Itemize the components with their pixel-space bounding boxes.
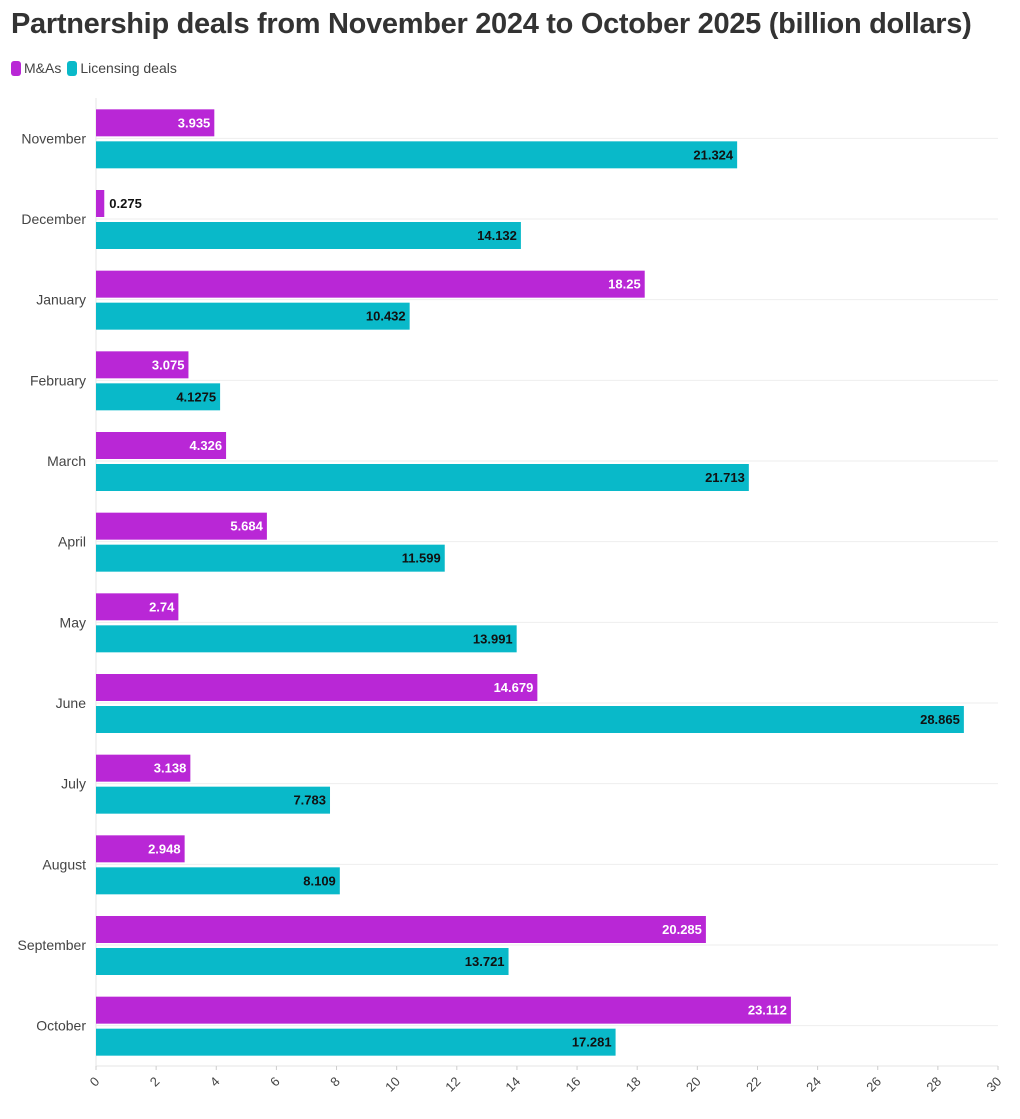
legend-label-licensing: Licensing deals — [80, 60, 177, 76]
x-tick-label: 18 — [623, 1074, 644, 1095]
data-label: 7.783 — [293, 793, 326, 808]
data-label: 13.991 — [473, 631, 513, 646]
bar-mas — [96, 270, 645, 298]
x-tick-label: 10 — [382, 1074, 403, 1095]
x-tick-label: 16 — [563, 1074, 584, 1095]
bar-licensing — [96, 706, 964, 733]
bar-licensing — [96, 544, 445, 572]
bar-licensing — [96, 1028, 616, 1056]
x-tick-label: 14 — [502, 1074, 523, 1095]
data-label: 2.948 — [148, 841, 181, 856]
legend-item-mas[interactable]: M&As — [11, 60, 61, 76]
bar-licensing — [96, 302, 410, 330]
bar-mas — [96, 674, 538, 701]
category-label: August — [42, 856, 86, 872]
data-label: 8.109 — [303, 873, 336, 888]
x-tick-label: 28 — [923, 1074, 944, 1095]
data-label: 17.281 — [572, 1035, 612, 1050]
data-label: 21.324 — [693, 147, 734, 162]
bar-mas — [96, 835, 185, 863]
data-label: 28.865 — [920, 712, 960, 727]
data-label: 3.935 — [178, 115, 211, 130]
legend-swatch-licensing — [67, 60, 78, 76]
data-label: 18.25 — [608, 277, 641, 292]
data-label: 10.432 — [366, 309, 406, 324]
x-tick-label: 24 — [803, 1074, 824, 1095]
data-label: 3.075 — [152, 357, 185, 372]
category-label: May — [60, 614, 86, 630]
category-label: July — [61, 776, 86, 792]
category-label: June — [56, 695, 87, 711]
data-label: 3.138 — [154, 761, 187, 776]
data-label: 21.713 — [705, 470, 745, 485]
x-tick-label: 20 — [683, 1074, 704, 1095]
data-label: 4.1275 — [176, 389, 216, 404]
bar-licensing — [96, 867, 340, 895]
category-label: April — [58, 534, 86, 550]
x-tick-label: 0 — [87, 1074, 103, 1090]
data-label: 11.599 — [402, 551, 441, 566]
legend-swatch-mas — [11, 60, 21, 76]
bar-mas — [96, 593, 179, 621]
bar-mas — [96, 109, 215, 137]
x-tick-label: 12 — [442, 1074, 463, 1095]
bar-licensing — [96, 464, 749, 491]
data-label: 23.112 — [748, 1003, 787, 1018]
bar-licensing — [96, 625, 517, 653]
x-tick-label: 8 — [327, 1074, 343, 1090]
bar-licensing — [96, 222, 521, 249]
bar-mas — [96, 512, 267, 540]
category-label: October — [36, 1018, 86, 1034]
legend-item-licensing[interactable]: Licensing deals — [67, 60, 177, 76]
data-label: 20.285 — [662, 922, 702, 937]
category-label: September — [18, 937, 87, 953]
bar-licensing — [96, 141, 738, 169]
category-label: March — [47, 453, 86, 469]
x-tick-label: 30 — [984, 1074, 1005, 1095]
data-label: 5.684 — [230, 519, 263, 534]
bar-mas — [96, 996, 791, 1024]
data-label: 14.679 — [494, 680, 534, 695]
legend-label-mas: M&As — [24, 60, 62, 76]
category-label: January — [36, 292, 86, 308]
bar-licensing — [96, 948, 509, 975]
x-tick-label: 22 — [743, 1074, 764, 1095]
x-tick-label: 2 — [147, 1074, 163, 1090]
bar-mas — [96, 351, 189, 379]
data-label: 2.74 — [149, 599, 175, 614]
chart-title: Partnership deals from November 2024 to … — [11, 8, 972, 40]
bar-mas — [96, 754, 191, 782]
data-label: 0.275 — [109, 196, 142, 211]
x-tick-label: 6 — [267, 1074, 283, 1090]
data-label: 14.132 — [477, 228, 517, 243]
bar-mas — [96, 916, 706, 943]
data-label: 4.326 — [190, 438, 223, 453]
category-label: February — [30, 372, 86, 388]
data-label: 13.721 — [465, 954, 505, 969]
bar-mas — [96, 190, 105, 217]
legend: M&As Licensing deals — [11, 60, 177, 76]
x-tick-label: 4 — [207, 1074, 223, 1090]
x-tick-label: 26 — [863, 1074, 884, 1095]
bar-licensing — [96, 383, 221, 411]
bar-mas — [96, 432, 227, 459]
category-label: November — [21, 130, 86, 146]
category-label: December — [21, 211, 86, 227]
bar-licensing — [96, 786, 331, 814]
